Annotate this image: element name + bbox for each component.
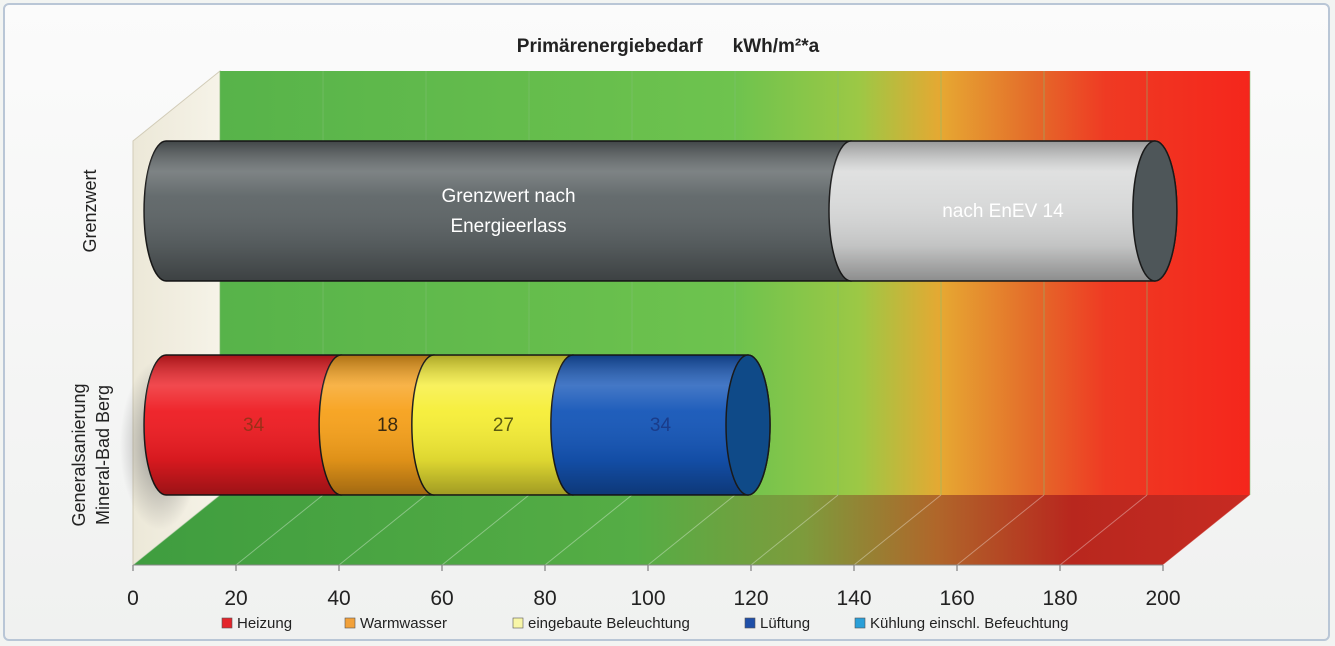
bar-end-cap — [725, 354, 771, 496]
floor — [133, 495, 1250, 565]
legend-label: Lüftung — [760, 615, 810, 632]
floor-gridline — [1162, 494, 1251, 566]
bar-segment-label: Grenzwert nach — [441, 186, 575, 207]
bar-0: Grenzwert nach Energieerlass nach EnEV 14 — [143, 140, 1178, 282]
floor-gridline — [956, 494, 1045, 566]
bar-1: 34 18 27 34 — [120, 354, 771, 530]
category-labels: Grenzwert Generalsanierung Mineral-Bad Ber… — [69, 169, 113, 526]
tick-label: 80 — [533, 587, 556, 610]
floor-gridline — [544, 494, 633, 566]
legend-label: Heizung — [237, 615, 292, 632]
category-label: Generalsanierung Mineral-Bad Berg — [69, 383, 113, 526]
floor-gridline — [338, 494, 427, 566]
bar-segment-shading — [829, 141, 1177, 281]
bar-segment-shading — [411, 355, 595, 495]
bar-segment-label: 18 — [377, 415, 398, 436]
bar-segment-shading — [144, 355, 364, 495]
floor-gridline — [750, 494, 839, 566]
tick-label: 20 — [224, 587, 247, 610]
legend-swatch — [854, 617, 866, 629]
legend-label: Warmwasser — [360, 615, 447, 632]
category-label: Grenzwert — [80, 169, 100, 252]
bar-end-cap — [1132, 140, 1178, 282]
chart-title: Primärenergiebedarf kWh/m²*a — [517, 36, 820, 57]
legend-swatch — [344, 617, 356, 629]
tick-label: 140 — [836, 587, 871, 610]
floor-gridline — [235, 494, 324, 566]
floor-gridline — [132, 494, 221, 566]
legend-swatch — [744, 617, 756, 629]
bar-segment-shading — [550, 355, 771, 495]
floor-gridline — [441, 494, 530, 566]
bar-segment-label: 34 — [650, 415, 672, 436]
legend-label: Kühlung einschl. Befeuchtung — [870, 615, 1068, 632]
legend-swatch — [221, 617, 233, 629]
tick-label: 180 — [1042, 587, 1077, 610]
x-axis: 0 20 40 60 80 100 120 140 160 180 200 — [127, 564, 1181, 610]
legend-label: eingebaute Beleuchtung — [528, 615, 690, 632]
tick-label: 0 — [127, 587, 139, 610]
floor-gridline — [647, 494, 736, 566]
floor-gridline — [853, 494, 942, 566]
tick-label: 200 — [1145, 587, 1180, 610]
legend-swatch — [512, 617, 524, 629]
legend: Heizung Warmwasser eingebaute Beleuchtung L… — [221, 615, 1068, 632]
bar-segment-label: 27 — [493, 415, 514, 436]
bar-segment-label: Energieerlass — [450, 216, 566, 237]
bar-segment-label: nach EnEV 14 — [942, 201, 1064, 222]
bar-segment-label: 34 — [243, 415, 265, 436]
tick-label: 120 — [733, 587, 768, 610]
tick-label: 160 — [939, 587, 974, 610]
bars-layer: Grenzwert nach Energieerlass nach EnEV 14 3… — [120, 140, 1178, 530]
tick-label: 40 — [327, 587, 350, 610]
floor-gridline — [1059, 494, 1148, 566]
bar-segment-shading — [144, 141, 873, 281]
tick-label: 100 — [630, 587, 665, 610]
tick-label: 60 — [430, 587, 453, 610]
